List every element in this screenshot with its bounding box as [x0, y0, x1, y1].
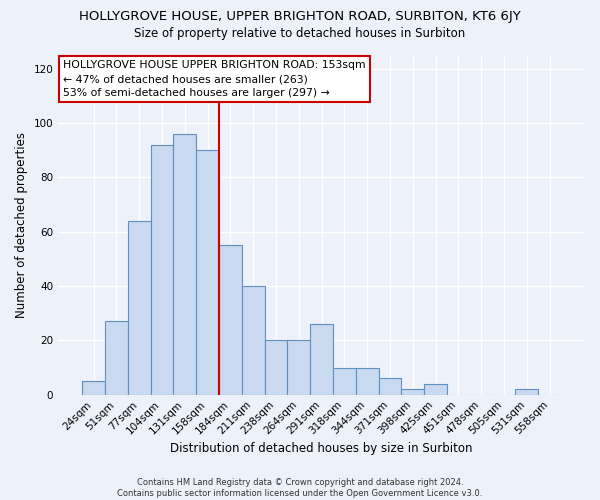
X-axis label: Distribution of detached houses by size in Surbiton: Distribution of detached houses by size … [170, 442, 473, 455]
Bar [173, 134, 196, 394]
Text: Size of property relative to detached houses in Surbiton: Size of property relative to detached ho… [134, 28, 466, 40]
Bar [333, 368, 356, 394]
Bar [219, 245, 242, 394]
Bar [128, 221, 151, 394]
Bar [379, 378, 401, 394]
Text: HOLLYGROVE HOUSE, UPPER BRIGHTON ROAD, SURBITON, KT6 6JY: HOLLYGROVE HOUSE, UPPER BRIGHTON ROAD, S… [79, 10, 521, 23]
Text: Contains HM Land Registry data © Crown copyright and database right 2024.
Contai: Contains HM Land Registry data © Crown c… [118, 478, 482, 498]
Bar [515, 390, 538, 394]
Bar [310, 324, 333, 394]
Bar [82, 381, 105, 394]
Bar [151, 144, 173, 394]
Bar [401, 390, 424, 394]
Bar [356, 368, 379, 394]
Y-axis label: Number of detached properties: Number of detached properties [15, 132, 28, 318]
Bar [196, 150, 219, 394]
Bar [105, 322, 128, 394]
Bar [424, 384, 447, 394]
Bar [287, 340, 310, 394]
Bar [265, 340, 287, 394]
Text: HOLLYGROVE HOUSE UPPER BRIGHTON ROAD: 153sqm
← 47% of detached houses are smalle: HOLLYGROVE HOUSE UPPER BRIGHTON ROAD: 15… [64, 60, 366, 98]
Bar [242, 286, 265, 395]
